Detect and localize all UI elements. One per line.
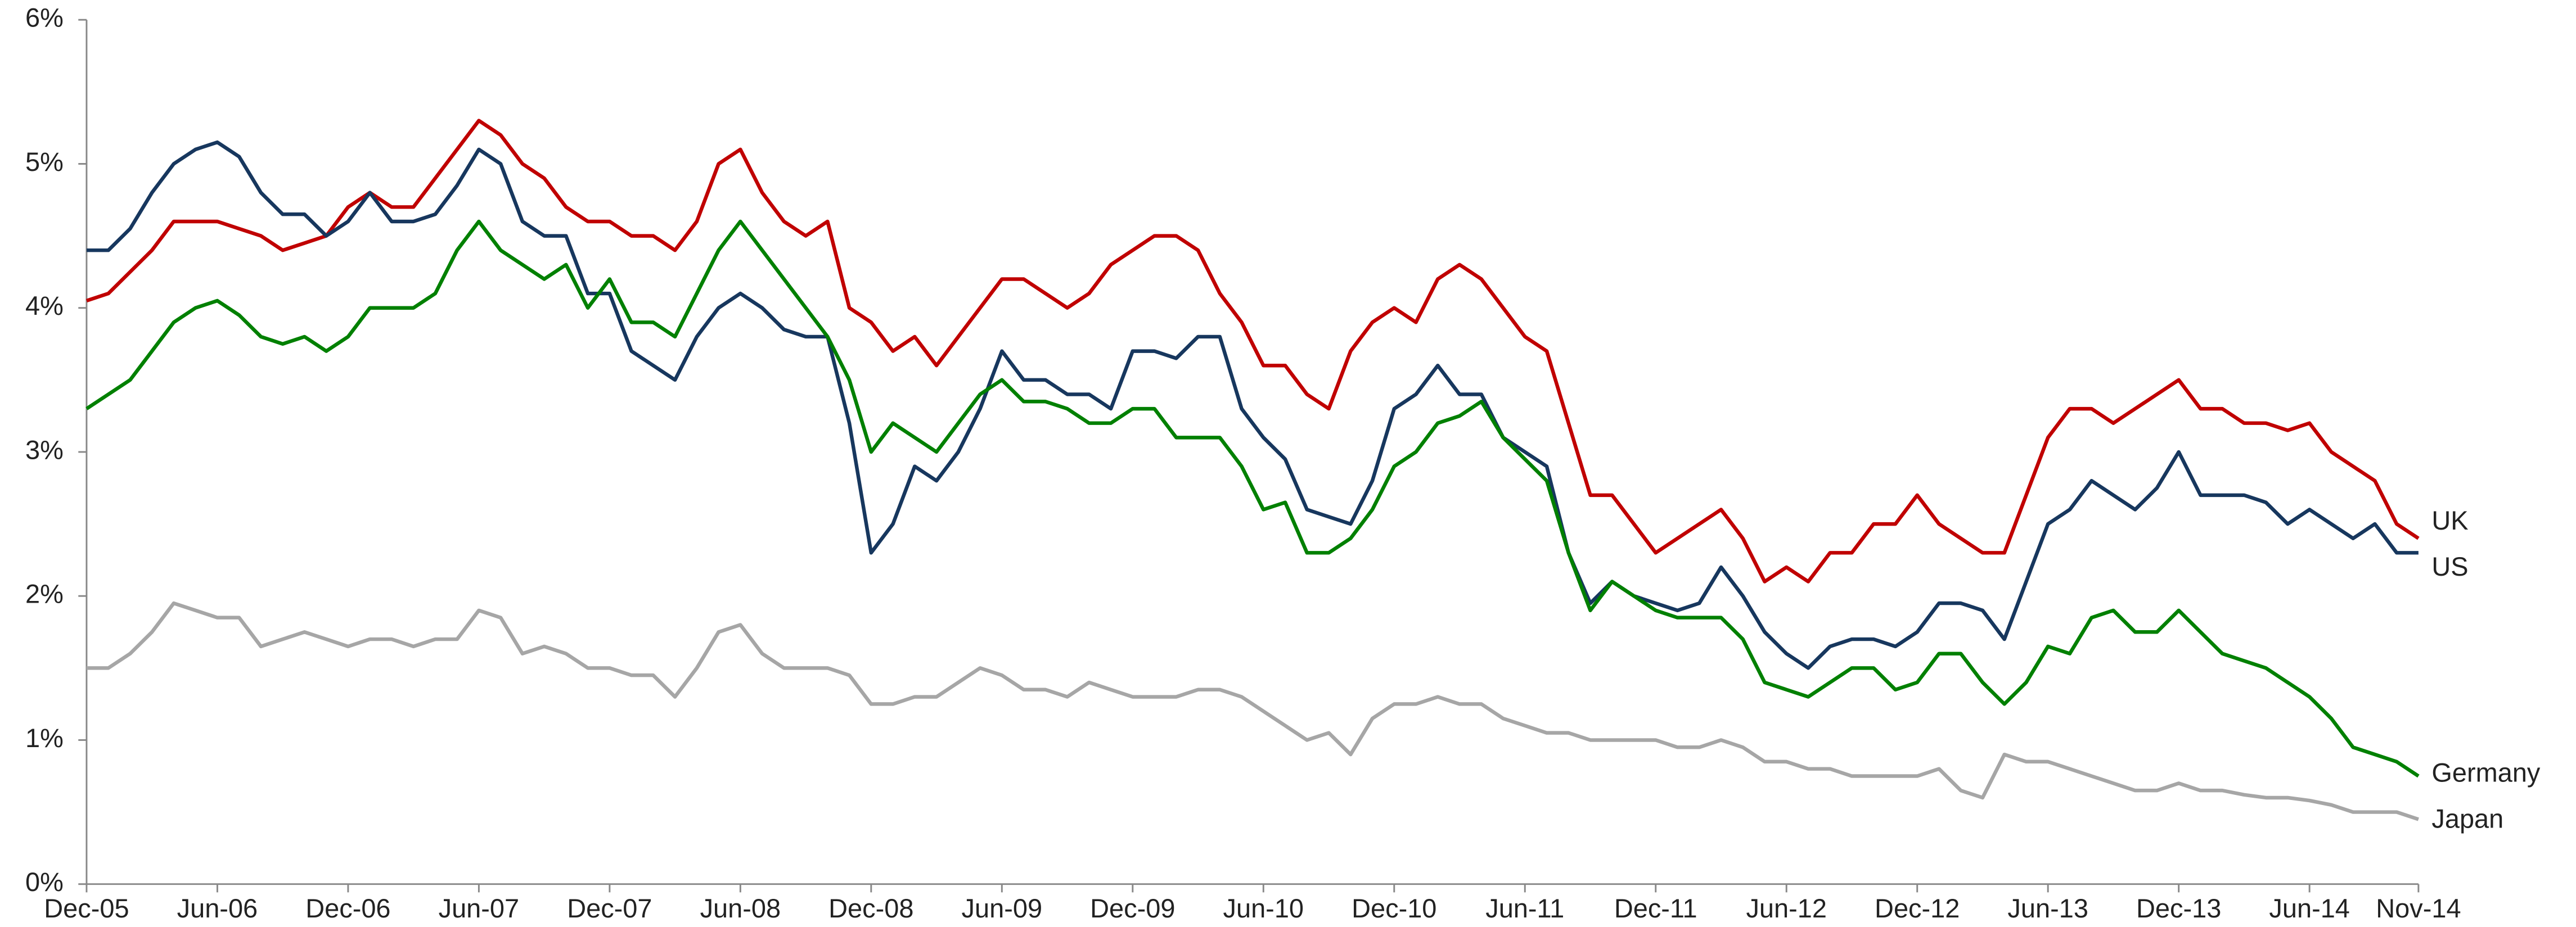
x-tick-label: Jun-10	[1223, 894, 1304, 923]
x-tick-label: Jun-13	[2007, 894, 2088, 923]
series-line	[86, 140, 2419, 670]
x-tick-label: Dec-06	[305, 894, 390, 923]
x-tick-label: Dec-07	[567, 894, 652, 923]
series-label: Japan	[2431, 804, 2503, 833]
y-tick-label: 3%	[25, 435, 64, 464]
x-tick-label: Jun-08	[700, 894, 781, 923]
y-tick-label: 2%	[25, 580, 64, 609]
x-tick-label: Dec-08	[828, 894, 913, 923]
x-tick-label: Dec-11	[1614, 894, 1697, 923]
x-tick-label: Jun-09	[962, 894, 1043, 923]
series-line	[86, 601, 2419, 821]
x-tick-label: Dec-09	[1090, 894, 1175, 923]
y-tick-label: 5%	[25, 147, 64, 177]
x-tick-label: Nov-14	[2376, 894, 2461, 923]
series-label: Germany	[2431, 758, 2541, 787]
x-tick-label: Dec-12	[1875, 894, 1960, 923]
x-tick-label: Jun-12	[1746, 894, 1827, 923]
x-tick-label: Dec-10	[1352, 894, 1436, 923]
series-label: UK	[2431, 506, 2468, 535]
y-tick-label: 1%	[25, 723, 64, 753]
series-line	[85, 119, 2420, 584]
x-tick-label: Jun-11	[1485, 894, 1564, 923]
x-tick-label: Dec-13	[2136, 894, 2221, 923]
x-tick-label: Jun-07	[439, 894, 520, 923]
y-tick-label: 6%	[25, 3, 64, 33]
x-tick-label: Dec-05	[44, 894, 129, 923]
y-tick-label: 4%	[25, 291, 64, 320]
series-label: US	[2431, 552, 2468, 581]
x-tick-label: Jun-06	[177, 894, 258, 923]
series-line	[85, 219, 2420, 778]
y-tick-label: 0%	[25, 867, 64, 897]
x-tick-label: Jun-14	[2269, 894, 2350, 923]
